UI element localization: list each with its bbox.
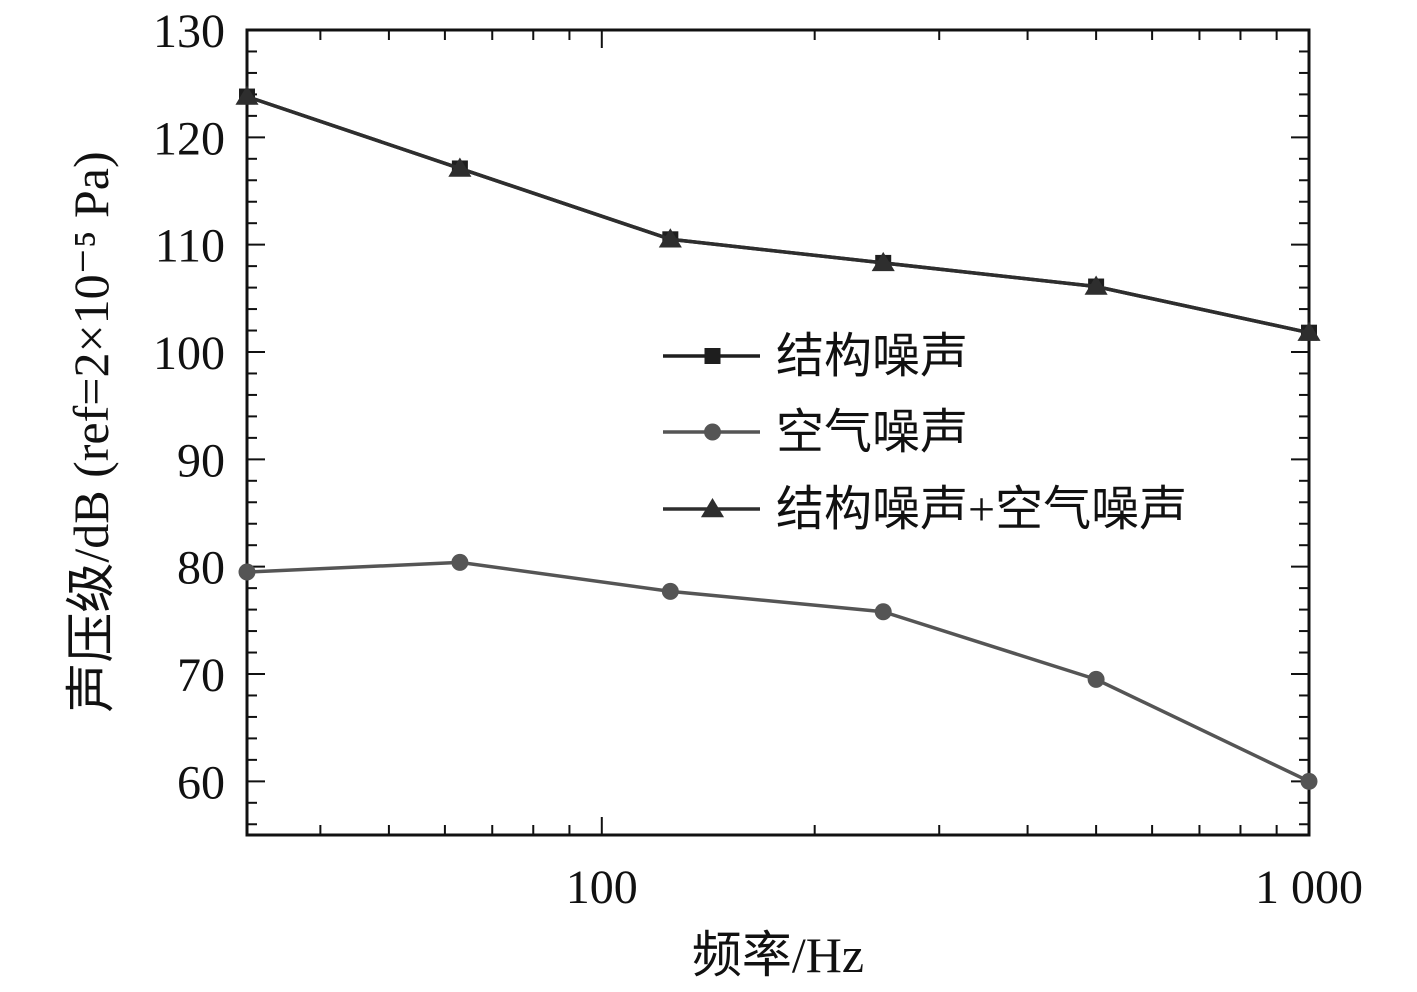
data-point-circle bbox=[238, 563, 256, 581]
legend-marker-circle bbox=[704, 423, 721, 441]
y-tick-label: 110 bbox=[155, 220, 225, 273]
y-tick-label: 90 bbox=[177, 434, 225, 487]
data-point-circle bbox=[874, 603, 892, 621]
legend-item-square: 结构噪声 bbox=[663, 330, 968, 383]
x-axis-title: 频率/Hz bbox=[692, 927, 864, 983]
y-tick-label: 60 bbox=[177, 756, 225, 809]
data-point-triangle bbox=[1297, 321, 1321, 341]
data-point-circle bbox=[661, 582, 679, 600]
data-point-circle bbox=[1300, 772, 1318, 790]
series-square bbox=[239, 88, 1317, 341]
y-axis-title: 声压级/dB (ref=2×10⁻⁵ Pa) bbox=[63, 151, 119, 712]
series-triangle bbox=[235, 85, 1321, 341]
y-tick-label: 120 bbox=[153, 112, 225, 165]
data-point-triangle bbox=[448, 157, 472, 177]
data-point-triangle bbox=[1084, 275, 1108, 295]
legend-item-triangle: 结构噪声+空气噪声 bbox=[663, 483, 1187, 536]
y-tick-label: 130 bbox=[153, 5, 225, 58]
legend-label: 空气噪声 bbox=[776, 406, 968, 459]
y-tick-label: 70 bbox=[177, 649, 225, 702]
series-lines bbox=[235, 85, 1321, 790]
series-line-circle bbox=[246, 560, 1310, 783]
data-point-circle bbox=[1087, 670, 1105, 688]
data-point-triangle bbox=[658, 228, 682, 248]
plot-area bbox=[245, 28, 1311, 837]
legend-marker-triangle bbox=[700, 498, 725, 518]
y-tick-label: 100 bbox=[153, 327, 225, 380]
legend-item-circle: 空气噪声 bbox=[663, 406, 968, 459]
legend-label: 结构噪声 bbox=[776, 330, 968, 383]
data-point-triangle bbox=[871, 251, 895, 272]
tick-labels: 60 70 80 90 100 110 120 130 100 1 000 bbox=[153, 5, 1363, 914]
legend-marker-square bbox=[704, 348, 721, 364]
y-tick-label: 80 bbox=[177, 542, 225, 595]
plot-frame bbox=[245, 28, 1311, 837]
series-circle bbox=[238, 553, 1318, 790]
axis-ticks bbox=[247, 29, 1310, 835]
data-point-circle bbox=[451, 553, 469, 571]
series-line-triangle bbox=[246, 94, 1310, 335]
legend-label: 结构噪声+空气噪声 bbox=[776, 483, 1187, 536]
x-tick-label: 1 000 bbox=[1255, 861, 1363, 914]
x-tick-label: 100 bbox=[566, 861, 638, 914]
data-point-triangle bbox=[235, 85, 259, 105]
